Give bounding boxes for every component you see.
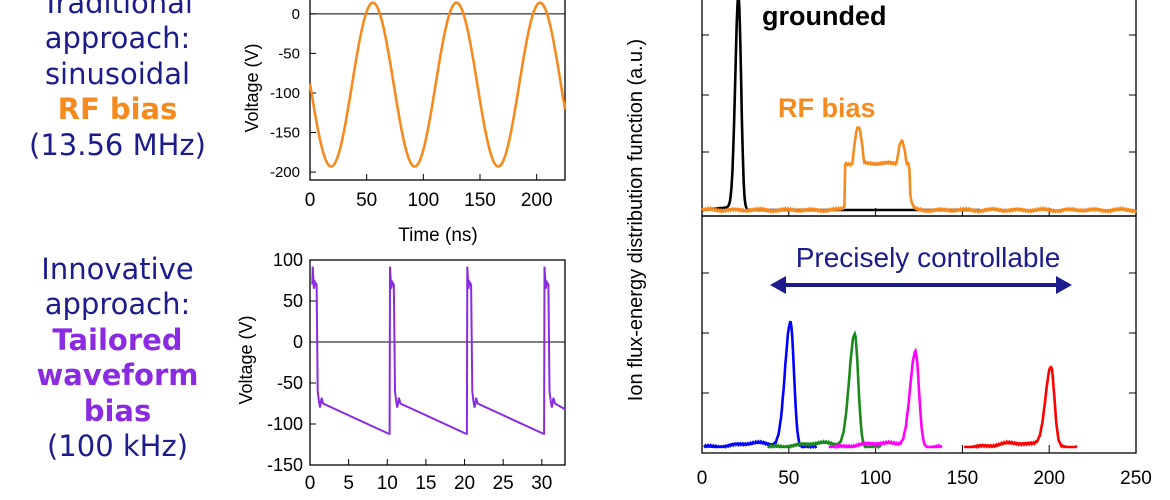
tailored-line-3: bias xyxy=(83,393,152,428)
magenta-ied-series xyxy=(828,347,943,450)
traditional-line-3: sinusoidal xyxy=(44,56,191,91)
tailored-ytick-label: 50 xyxy=(283,291,303,311)
rf-xtick-label: 0 xyxy=(305,190,316,211)
tailored-xtick-label: 30 xyxy=(531,473,552,494)
arrow-right-head xyxy=(1056,276,1072,294)
tailored-ytick-label: -50 xyxy=(277,373,303,393)
ied-bottom-frame xyxy=(701,215,1137,454)
tailored-xtick-label: 15 xyxy=(415,473,436,494)
rf-chart-ylabel: Voltage (V) xyxy=(242,43,262,132)
rf-ied-series xyxy=(701,126,1138,215)
tailored-ytick-label: -100 xyxy=(267,414,303,434)
rf-ytick-label: -50 xyxy=(278,45,300,62)
ied-xtick-label: 50 xyxy=(778,468,799,489)
ied-xtick-label: 0 xyxy=(697,468,708,489)
rf-xtick-label: 50 xyxy=(356,190,377,211)
ied-xtick-label: 250 xyxy=(1120,468,1152,489)
tailored-line-2: waveform xyxy=(36,358,199,393)
rf-chart-xlabel: Time (ns) xyxy=(398,225,478,246)
innovative-line-1: Innovative xyxy=(41,252,194,286)
rf-voltage-chart: Voltage (V) Time (ns) 0 50 100 150 200 0 -50 -1… xyxy=(242,0,567,246)
rf-ytick-label: 0 xyxy=(292,6,300,23)
red-ied-series xyxy=(963,365,1078,449)
tailored-ytick-label: 0 xyxy=(293,332,303,352)
rf-ytick-label: -200 xyxy=(270,164,300,181)
blue-ied-series xyxy=(703,320,818,450)
arrow-left-head xyxy=(770,276,786,294)
tailored-xtick-label: 0 xyxy=(305,473,316,494)
controllable-annotation: Precisely controllable xyxy=(796,242,1061,273)
grounded-annotation: grounded xyxy=(762,1,886,31)
rf-chart-frame xyxy=(309,0,566,181)
double-arrow xyxy=(770,276,1072,294)
tailored-ytick-label: -150 xyxy=(267,455,303,475)
tailored-chart-ylabel: Voltage (V) xyxy=(236,315,256,404)
tailored-line-1: Tailored xyxy=(52,322,183,357)
traditional-line-2: approach: xyxy=(44,21,191,56)
ied-ylabel: Ion flux-energy distribution function (a… xyxy=(625,39,647,401)
tailored-chart-ticks: 0 5 10 15 20 25 30 100 50 0 -50 -100 -150 xyxy=(267,250,565,494)
rf-frequency-label: (13.56 MHz) xyxy=(29,127,206,162)
ion-energy-chart: Ion flux-energy distribution function (a… xyxy=(625,0,1152,489)
tailored-ytick-label: 100 xyxy=(273,250,303,270)
traditional-line-1: Traditional xyxy=(42,0,193,20)
traditional-approach-label: Traditional approach: sinusoidal RF bias… xyxy=(0,0,235,163)
ied-xtick-label: 200 xyxy=(1033,468,1065,489)
innovative-approach-label: Innovative approach: Tailored waveform b… xyxy=(0,252,235,464)
ied-series xyxy=(701,0,1138,450)
rf-chart-ticks: 0 50 100 150 200 0 -50 -100 -150 -200 xyxy=(270,6,565,211)
green-ied-series xyxy=(767,330,882,450)
ied-top-frame xyxy=(701,0,1137,217)
rf-voltage-series xyxy=(308,1,567,168)
tailored-frequency-label: (100 kHz) xyxy=(46,428,189,463)
tailored-voltage-chart: Voltage (V) 0 5 10 15 20 25 30 100 50 0 -50 -100 -15… xyxy=(236,250,566,494)
ied-ticks: 0 50 100 150 200 250 xyxy=(697,34,1152,489)
rf-bias-annotation: RF bias xyxy=(778,93,876,123)
tailored-xtick-label: 10 xyxy=(377,473,398,494)
tailored-xtick-label: 5 xyxy=(343,473,354,494)
tailored-xtick-label: 20 xyxy=(454,473,475,494)
rf-ytick-label: -150 xyxy=(270,125,300,142)
rf-xtick-label: 100 xyxy=(407,190,439,211)
rf-xtick-label: 200 xyxy=(521,190,553,211)
tailored-chart-frame xyxy=(309,259,566,466)
rf-xtick-label: 150 xyxy=(464,190,496,211)
ied-xtick-label: 150 xyxy=(947,468,979,489)
ied-xtick-label: 100 xyxy=(860,468,892,489)
tailored-voltage-series xyxy=(311,266,566,435)
tailored-xtick-label: 25 xyxy=(493,473,514,494)
innovative-line-2: approach: xyxy=(44,287,191,322)
rf-ytick-label: -100 xyxy=(270,85,300,102)
rf-bias-label: RF bias xyxy=(57,92,178,127)
